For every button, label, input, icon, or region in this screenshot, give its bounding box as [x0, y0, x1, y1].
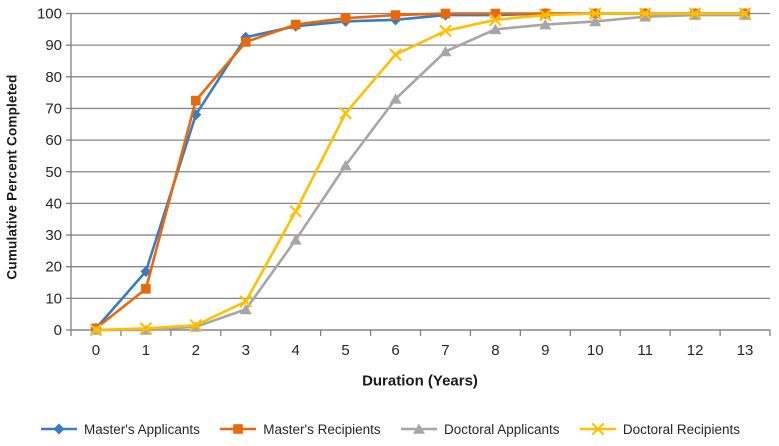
- doctoral-applicants-triangle-marker: [389, 93, 402, 104]
- legend-key-master-s-recipients-icon: [220, 424, 257, 434]
- doctoral-recipients-x-marker: [239, 295, 252, 308]
- legend-master-s-applicants-diamond-marker: [53, 423, 65, 435]
- doctoral-applicants-triangle-marker: [339, 159, 352, 171]
- master-s-recipients-square-marker: [490, 8, 501, 19]
- doctoral-applicants-triangle-marker: [639, 11, 652, 22]
- x-tick-label: 3: [242, 342, 250, 359]
- y-tick-label: 50: [45, 164, 62, 181]
- x-tick-label: 10: [587, 342, 604, 359]
- doctoral-recipients-x-marker: [189, 319, 202, 332]
- doctoral-applicants-triangle-marker: [439, 45, 452, 57]
- y-tick-label: 60: [45, 132, 62, 149]
- master-s-recipients-square-marker: [540, 8, 551, 19]
- doctoral-applicants-triangle-marker: [539, 19, 552, 30]
- legend-master-s-recipients-square-marker: [233, 424, 244, 434]
- master-s-recipients-square-marker: [240, 37, 251, 47]
- doctoral-recipients-x-marker: [389, 48, 402, 61]
- x-tick-label: 13: [737, 342, 754, 359]
- legend-key-doctoral-applicants-icon: [400, 423, 437, 434]
- doctoral-recipients-x-marker: [339, 107, 352, 120]
- legend-doctoral-applicants-triangle-marker: [412, 423, 425, 434]
- legend-item-master-s-recipients: Master's Recipients: [219, 421, 381, 437]
- x-tick-label: 5: [341, 342, 349, 359]
- doctoral-recipients-x-marker: [639, 7, 652, 20]
- master-s-recipients-square-marker: [440, 8, 451, 19]
- x-tick-label: 7: [441, 342, 449, 359]
- doctoral-recipients-x-marker: [439, 24, 452, 37]
- doctoral-applicants-triangle-marker: [489, 23, 502, 35]
- master-s-recipients-square-marker: [191, 95, 201, 106]
- x-tick-label: 1: [142, 342, 150, 359]
- y-tick-label: 70: [45, 100, 62, 117]
- legend-item-doctoral-applicants: Doctoral Applicants: [400, 422, 560, 437]
- y-tick-label: 20: [45, 259, 62, 276]
- legend-doctoral-recipients-x-marker: [591, 422, 604, 436]
- x-tick-label: 4: [292, 342, 300, 359]
- legend-label-master-s-applicants: Master's Applicants: [84, 421, 200, 437]
- master-s-recipients-square-marker: [290, 19, 301, 30]
- master-s-recipients-square-marker: [141, 284, 151, 294]
- x-tick-label: 9: [541, 342, 549, 359]
- legend: Master's Applicants Master's Recipients Do…: [40, 420, 740, 438]
- x-tick-label: 0: [92, 342, 100, 359]
- y-tick-label: 0: [54, 322, 62, 339]
- y-tick-label: 30: [45, 227, 62, 244]
- series-line-doctoral-applicants: [94, 13, 747, 332]
- doctoral-applicants-triangle-marker: [589, 15, 602, 27]
- master-s-recipients-square-marker: [340, 13, 351, 24]
- legend-label-doctoral-recipients: Doctoral Recipients: [622, 421, 740, 437]
- series-line-doctoral-recipients: [94, 12, 747, 332]
- doctoral-applicants-triangle-marker: [239, 303, 252, 315]
- doctoral-applicants-triangle-marker: [289, 234, 302, 245]
- y-tick-label: 10: [45, 290, 62, 307]
- doctoral-recipients-x-marker: [89, 323, 103, 337]
- doctoral-recipients-x-marker: [738, 7, 752, 20]
- legend-key-master-s-applicants-icon: [41, 423, 77, 435]
- series-line-master-s-applicants: [94, 12, 747, 330]
- legend-key-doctoral-recipients-icon: [579, 422, 616, 436]
- x-axis-title: Duration (Years): [362, 372, 478, 390]
- doctoral-recipients-x-marker: [489, 13, 502, 26]
- legend-label-doctoral-applicants: Doctoral Applicants: [443, 421, 560, 437]
- x-tick-label: 6: [391, 342, 399, 359]
- doctoral-recipients-x-marker: [289, 205, 302, 218]
- x-tick-label: 8: [491, 342, 499, 359]
- doctoral-recipients-x-marker: [539, 9, 552, 22]
- doctoral-recipients-x-marker: [689, 7, 702, 20]
- legend-item-doctoral-recipients: Doctoral Recipients: [579, 422, 740, 437]
- x-tick-label: 2: [192, 342, 200, 359]
- master-s-recipients-square-marker: [390, 10, 401, 20]
- x-tick-label: 12: [687, 342, 704, 359]
- y-tick-label: 40: [45, 195, 62, 212]
- doctoral-recipients-x-marker: [589, 7, 602, 20]
- y-axis-title: Cumulative Percent Completed: [4, 74, 20, 280]
- doctoral-recipients-x-marker: [139, 322, 152, 335]
- x-tick-label: 11: [637, 342, 653, 359]
- y-tick-label: 100: [37, 6, 62, 23]
- y-tick-label: 80: [45, 69, 62, 86]
- legend-label-master-s-recipients: Master's Recipients: [263, 421, 381, 437]
- series-line-master-s-recipients: [94, 12, 747, 330]
- legend-item-master-s-applicants: Master's Applicants: [40, 422, 200, 437]
- y-tick-label: 90: [45, 37, 62, 54]
